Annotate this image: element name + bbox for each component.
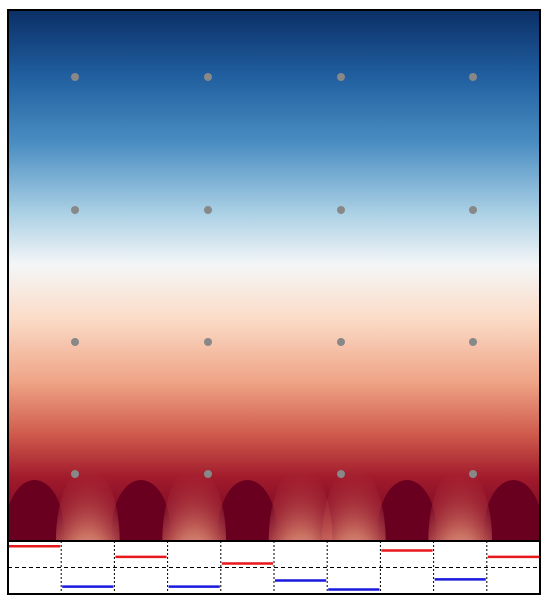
- blob: [111, 480, 171, 541]
- glow: [428, 466, 493, 541]
- blob: [218, 480, 277, 541]
- blob: [484, 480, 540, 541]
- field: [8, 10, 540, 541]
- glow: [321, 466, 386, 541]
- blob: [377, 480, 437, 541]
- blob: [8, 480, 64, 541]
- probe-points: [71, 73, 477, 478]
- glow: [268, 466, 333, 541]
- frame: [7, 9, 541, 595]
- glow: [162, 466, 227, 541]
- glow: [55, 466, 120, 541]
